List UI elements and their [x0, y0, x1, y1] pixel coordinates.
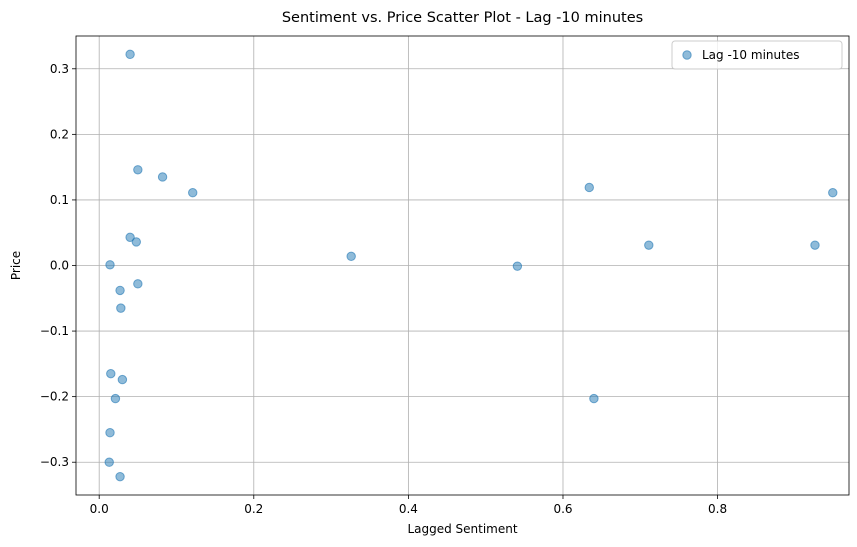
y-tick-label: 0.3 — [50, 62, 69, 76]
y-tick-label: −0.3 — [40, 455, 69, 469]
scatter-point — [133, 279, 143, 289]
legend-box — [671, 40, 843, 70]
grid-lines — [76, 36, 849, 495]
scatter-point — [125, 49, 135, 60]
legend-label: Lag -10 minutes — [702, 48, 799, 62]
chart-title: Sentiment vs. Price Scatter Plot - Lag -… — [282, 10, 643, 26]
scatter-point — [133, 165, 143, 175]
x-tick-label: 0.6 — [553, 502, 572, 516]
scatter-point — [116, 303, 126, 313]
scatter-point — [589, 393, 599, 404]
scatter-point — [346, 251, 356, 262]
legend-marker — [682, 50, 692, 60]
scatter-point — [104, 457, 114, 467]
x-tick-label: 0.8 — [708, 502, 727, 516]
x-tick-label: 0.0 — [90, 502, 109, 516]
scatter-point — [115, 285, 125, 296]
scatter-point — [125, 232, 135, 243]
scatter-point — [115, 471, 125, 482]
y-tick-label: 0.0 — [50, 259, 69, 273]
y-tick-label: −0.1 — [40, 324, 69, 338]
y-tick-label: −0.2 — [40, 390, 69, 404]
y-axis-label: Price — [9, 251, 23, 280]
legend: Lag -10 minutes — [671, 40, 843, 70]
scatter-point — [105, 260, 115, 270]
scatter-point — [584, 182, 594, 193]
scatter-point — [644, 240, 654, 250]
scatter-point — [810, 240, 820, 250]
scatter-point — [188, 188, 198, 198]
y-tick-label: 0.2 — [50, 127, 69, 141]
scatter-point — [512, 261, 523, 271]
axis-ticks: 0.0 0.2 0.4 0.6 0.8 0.3 0.2 0.1 0.0 −0.1 −0.2 −0.3 — [40, 62, 727, 516]
scatter-point — [828, 188, 838, 198]
x-tick-label: 0.2 — [244, 502, 263, 516]
scatter-point — [157, 172, 168, 182]
scatter-point — [110, 393, 121, 404]
x-tick-label: 0.4 — [399, 502, 418, 516]
scatter-points — [104, 49, 838, 482]
scatter-point — [106, 368, 116, 379]
scatter-point — [105, 428, 115, 438]
x-axis-label: Lagged Sentiment — [407, 522, 517, 536]
scatter-point — [117, 374, 128, 385]
y-tick-label: 0.1 — [50, 193, 69, 207]
scatter-point — [131, 237, 141, 247]
